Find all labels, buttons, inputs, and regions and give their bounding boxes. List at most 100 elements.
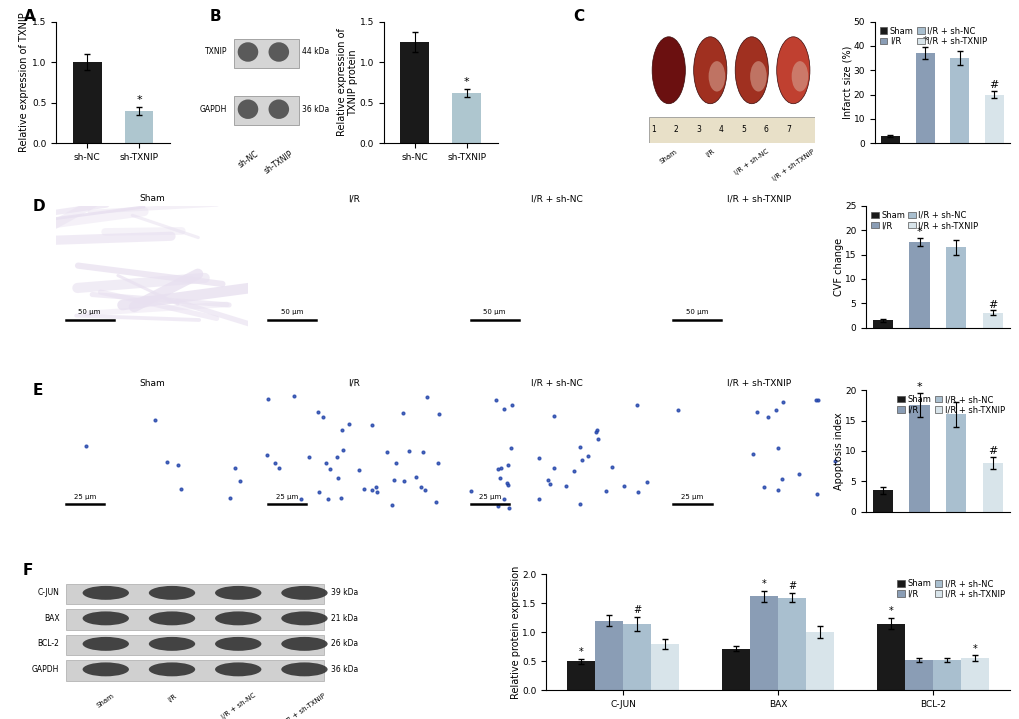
Text: I/R + sh-TXNIP: I/R + sh-TXNIP bbox=[770, 148, 814, 182]
Ellipse shape bbox=[735, 37, 767, 104]
Bar bbox=[960, 659, 987, 690]
Bar bbox=[777, 597, 805, 690]
Text: *: * bbox=[916, 382, 921, 392]
Bar bbox=[872, 490, 892, 512]
Bar bbox=[949, 58, 968, 143]
Text: I/R + sh-NC: I/R + sh-NC bbox=[531, 379, 582, 388]
Text: I/R + sh-NC: I/R + sh-NC bbox=[531, 194, 582, 203]
Text: *: * bbox=[578, 647, 583, 657]
Text: I/R: I/R bbox=[348, 194, 360, 203]
Ellipse shape bbox=[693, 37, 727, 104]
FancyBboxPatch shape bbox=[66, 660, 324, 681]
Text: I/R + sh-TXNIP: I/R + sh-TXNIP bbox=[282, 692, 326, 719]
Text: Sham: Sham bbox=[96, 692, 115, 709]
FancyBboxPatch shape bbox=[648, 116, 814, 143]
Ellipse shape bbox=[708, 61, 725, 91]
Text: GAPDH: GAPDH bbox=[32, 665, 59, 674]
Text: *: * bbox=[888, 606, 893, 616]
Bar bbox=[932, 660, 960, 690]
Text: Sham: Sham bbox=[139, 379, 165, 388]
Text: GAPDH: GAPDH bbox=[200, 105, 227, 114]
Legend: Sham, I/R, I/R + sh-NC, I/R + sh-TXNIP: Sham, I/R, I/R + sh-NC, I/R + sh-TXNIP bbox=[869, 210, 978, 231]
Ellipse shape bbox=[281, 637, 327, 651]
Text: 44 kDa: 44 kDa bbox=[302, 47, 329, 57]
FancyBboxPatch shape bbox=[233, 96, 299, 125]
Text: BCL-2: BCL-2 bbox=[38, 639, 59, 649]
Ellipse shape bbox=[149, 611, 195, 626]
Y-axis label: Apoptosis index: Apoptosis index bbox=[833, 412, 843, 490]
Y-axis label: Relative protein expression: Relative protein expression bbox=[511, 566, 520, 699]
Bar bbox=[749, 596, 777, 690]
Ellipse shape bbox=[237, 99, 258, 119]
Text: E: E bbox=[33, 383, 44, 398]
Text: *: * bbox=[464, 78, 469, 87]
Text: 25 μm: 25 μm bbox=[478, 494, 500, 500]
Bar bbox=[805, 632, 833, 690]
Bar bbox=[124, 111, 153, 143]
Text: F: F bbox=[23, 563, 34, 578]
Text: *: * bbox=[916, 227, 921, 237]
Text: #: # bbox=[987, 300, 997, 309]
Text: #: # bbox=[787, 581, 795, 591]
Bar bbox=[982, 463, 1003, 512]
Text: I/R: I/R bbox=[348, 379, 360, 388]
Text: I/R: I/R bbox=[704, 148, 715, 158]
Text: B: B bbox=[210, 9, 221, 24]
Bar bbox=[909, 406, 928, 512]
Ellipse shape bbox=[281, 611, 327, 626]
Text: 26 kDa: 26 kDa bbox=[330, 639, 358, 649]
Text: 2: 2 bbox=[674, 125, 678, 134]
Text: 5: 5 bbox=[741, 125, 745, 134]
Text: I/R + sh-NC: I/R + sh-NC bbox=[220, 692, 256, 719]
Ellipse shape bbox=[281, 586, 327, 600]
Text: Sham: Sham bbox=[139, 194, 165, 203]
Ellipse shape bbox=[237, 42, 258, 62]
Text: *: * bbox=[921, 36, 927, 46]
Ellipse shape bbox=[775, 37, 809, 104]
Ellipse shape bbox=[215, 586, 261, 600]
Y-axis label: Relative expression of
TXNIP protein: Relative expression of TXNIP protein bbox=[336, 29, 358, 137]
FancyBboxPatch shape bbox=[66, 635, 324, 656]
Bar bbox=[872, 320, 892, 328]
Text: I/R + sh-NC: I/R + sh-NC bbox=[733, 148, 769, 176]
Ellipse shape bbox=[281, 662, 327, 677]
Text: #: # bbox=[633, 605, 640, 615]
Bar bbox=[73, 62, 102, 143]
Ellipse shape bbox=[83, 637, 128, 651]
Text: 50 μm: 50 μm bbox=[483, 309, 505, 316]
Bar bbox=[946, 414, 966, 512]
Bar bbox=[876, 623, 904, 690]
Text: #: # bbox=[988, 80, 998, 90]
Text: 36 kDa: 36 kDa bbox=[302, 105, 329, 114]
FancyBboxPatch shape bbox=[66, 609, 324, 630]
Text: 36 kDa: 36 kDa bbox=[330, 665, 358, 674]
Text: sh-TXNIP: sh-TXNIP bbox=[262, 150, 294, 176]
Text: I/R + sh-TXNIP: I/R + sh-TXNIP bbox=[727, 194, 791, 203]
Text: D: D bbox=[33, 198, 46, 214]
Bar bbox=[400, 42, 429, 143]
Bar bbox=[909, 242, 928, 328]
Bar bbox=[915, 53, 933, 143]
Ellipse shape bbox=[791, 61, 807, 91]
Text: Sham: Sham bbox=[658, 148, 678, 165]
Bar bbox=[452, 93, 480, 143]
Text: 39 kDa: 39 kDa bbox=[330, 588, 358, 597]
Text: sh-NC: sh-NC bbox=[236, 150, 260, 170]
Text: 3: 3 bbox=[696, 125, 700, 134]
Ellipse shape bbox=[268, 42, 288, 62]
Ellipse shape bbox=[215, 637, 261, 651]
Text: C: C bbox=[573, 9, 584, 24]
Ellipse shape bbox=[215, 611, 261, 626]
Text: 7: 7 bbox=[785, 125, 790, 134]
Ellipse shape bbox=[83, 611, 128, 626]
FancyBboxPatch shape bbox=[233, 39, 299, 68]
Text: BAX: BAX bbox=[44, 614, 59, 623]
Text: 50 μm: 50 μm bbox=[685, 309, 707, 316]
Bar bbox=[982, 313, 1003, 328]
Text: A: A bbox=[24, 9, 36, 24]
Ellipse shape bbox=[83, 662, 128, 677]
Text: TXNIP: TXNIP bbox=[205, 47, 227, 57]
Text: *: * bbox=[971, 644, 976, 654]
Bar bbox=[904, 660, 932, 690]
Text: 4: 4 bbox=[718, 125, 722, 134]
